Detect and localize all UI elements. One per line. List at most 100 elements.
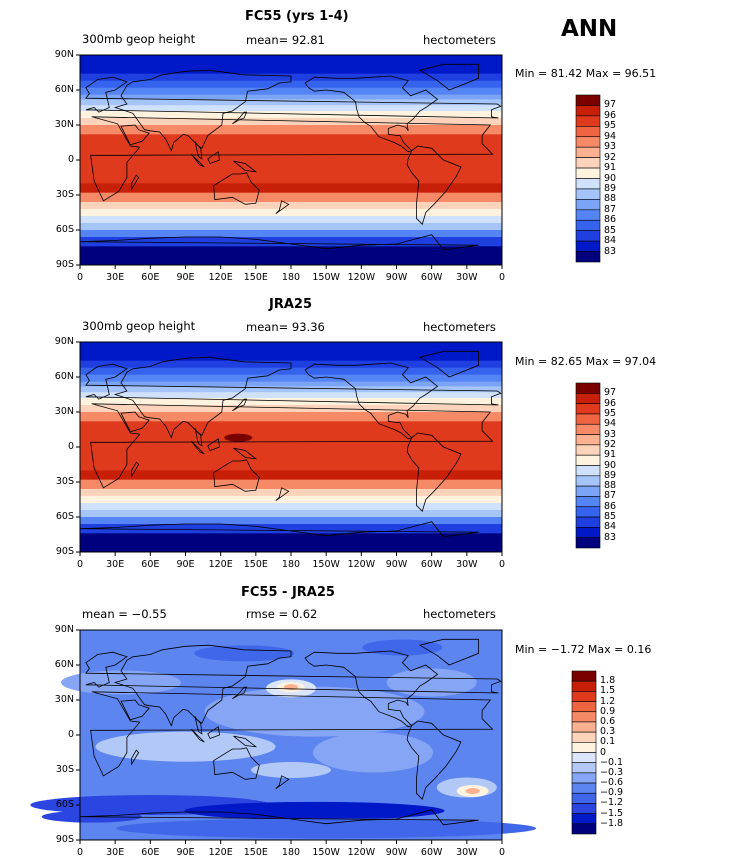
panel-1-lat-label: 60S <box>55 224 74 235</box>
panel-2-colorbar-box <box>575 382 601 394</box>
panel-3-colorbar-box <box>571 813 597 825</box>
panel-1-lat-label: 90S <box>55 259 74 270</box>
panel-2-map-band <box>80 342 502 362</box>
panel-1-lat-label: 0 <box>67 154 74 165</box>
panel-1-map-svg <box>76 54 503 269</box>
panel-3-colorbar-label: 1.2 <box>600 695 616 707</box>
panel-2-map-band <box>80 398 502 406</box>
panel-2-lat-label: 90N <box>54 336 74 347</box>
panel-2-lat-label: 60S <box>55 511 74 522</box>
panel-3-map-coastline <box>113 644 292 727</box>
panel-3-colorbar-box <box>571 691 597 702</box>
panel-1-map-coastline <box>191 153 205 168</box>
panel-2-map-band <box>80 510 502 518</box>
panel-2-map-band <box>80 405 502 413</box>
panel-1-colorbar-box <box>575 94 601 106</box>
panel-1-colorbar-box <box>575 199 601 211</box>
panel-2-colorbar-box <box>575 403 601 415</box>
panel-2-lat-label: 0 <box>67 441 74 452</box>
panel-1-map-band <box>80 87 502 96</box>
panel-3-colorbar-box <box>571 721 597 733</box>
panel-1-colorbar-box <box>575 178 601 190</box>
panel-2-map-coastline <box>194 428 203 447</box>
panel-2-variable-label: 300mb geop height <box>82 319 196 333</box>
panel-3-colorbar-box <box>571 803 597 814</box>
panel-2-map-band <box>80 386 502 393</box>
season-label: ANN <box>561 16 618 42</box>
panel-1-lon-label: 60E <box>141 272 160 283</box>
panel-2-map-band <box>80 412 502 422</box>
panel-1-lon-label: 30W <box>456 272 478 283</box>
panel-3-colorbar-label: 0 <box>600 746 607 758</box>
panel-2-map-coastline <box>131 461 140 478</box>
panel-2-colorbar-label: 91 <box>604 449 617 461</box>
panel-1-lon-label: 0 <box>498 272 506 283</box>
panel-2-lat-label: 30S <box>55 476 74 487</box>
panel-1-colorbar-label: 91 <box>604 162 617 174</box>
panel-2-colorbar-box <box>575 465 601 477</box>
panel-1-colorbar-label: 89 <box>604 182 617 194</box>
panel-2-lon-label: 90E <box>176 559 195 570</box>
panel-2-map-coastline <box>207 438 220 452</box>
panel-3-map-svg <box>30 629 537 844</box>
panel-3-colorbar-svg <box>571 670 597 835</box>
panel-2-map-band <box>80 496 502 504</box>
panel-2-colorbar-label: 89 <box>604 469 617 481</box>
panel-1-colorbar-box <box>575 167 601 179</box>
panel-3-map-contour-region <box>313 732 434 773</box>
panel-2-colorbar-label: 86 <box>604 500 617 512</box>
panel-1-map-coastline <box>79 234 479 251</box>
panel-2-map-coastline <box>406 432 462 512</box>
panel-2-map-warm-pool <box>224 433 253 442</box>
panel-3-rmse-label: rmse = 0.62 <box>246 607 318 621</box>
panel-3-colorbar-label: −0.3 <box>600 766 624 778</box>
panel-3-map-coastline <box>85 651 502 694</box>
panel-1-map-coastline <box>232 111 248 125</box>
panel-3-colorbar-box <box>571 742 597 753</box>
panel-1-colorbar-label: 84 <box>604 235 617 247</box>
panel-3-colorbar-box <box>571 670 597 682</box>
panel-2-lon-label: 120W <box>347 559 376 570</box>
panel-1-colorbar-label: 96 <box>604 109 617 121</box>
panel-2-colorbar-label: 90 <box>604 459 617 471</box>
panel-1-minmax: Min = 81.42 Max = 96.51 <box>515 67 657 80</box>
panel-3-lon-label: 120E <box>208 847 233 858</box>
panel-2-colorbar-box <box>575 423 601 435</box>
panel-1-map-band <box>80 94 502 100</box>
panel-1-map-coastline <box>418 63 480 91</box>
panel-1-lon-label: 150E <box>243 272 268 283</box>
panel-3-lon-label: 0 <box>498 847 506 858</box>
panel-1-lat-label: 30N <box>54 119 74 130</box>
panel-3-lon-label: 120W <box>347 847 376 858</box>
panel-3-colorbar-label: 0.9 <box>600 705 616 717</box>
panel-1-lon-label: 90W <box>385 272 408 283</box>
panel-3-map-coastline <box>194 716 203 735</box>
panel-3-map-coastline <box>275 775 290 790</box>
panel-3-colorbar-box <box>571 680 597 692</box>
panel-3-lon-label: 0 <box>76 847 84 858</box>
panel-1-colorbar-box <box>575 126 601 138</box>
panel-1-colorbar-label: 85 <box>604 224 617 236</box>
panel-3-map-contour-region <box>194 645 295 662</box>
panel-2-map-coastline <box>120 411 150 433</box>
panel-1-map-band <box>80 230 502 238</box>
panel-3-map-contour-region <box>362 639 443 656</box>
panel-3-map-contour-region <box>251 762 331 778</box>
panel-3-colorbar-label: −0.6 <box>600 777 624 789</box>
panel-2-map-coastline <box>304 362 439 440</box>
panel-2-map-band <box>80 479 502 490</box>
panel-1-map-coastline <box>131 174 140 191</box>
panel-1-map-band <box>80 237 502 247</box>
panel-2-colorbar-label: 97 <box>604 387 617 399</box>
panel-3-map-coastline <box>79 809 479 826</box>
panel-2-map-coastline <box>191 440 205 455</box>
panel-3-map-contour-region <box>184 801 445 820</box>
panel-1-colorbar-label: 83 <box>604 245 617 257</box>
panel-2-map-band <box>80 421 502 471</box>
panel-1-colorbar-label: 86 <box>604 214 617 226</box>
panel-3-lat-label: 0 <box>67 729 74 740</box>
panel-2-colorbar-box <box>575 444 601 456</box>
panel-1-colorbar-box <box>575 209 601 221</box>
panel-2-lon-label: 120E <box>208 559 233 570</box>
panel-1-colorbar <box>575 94 601 263</box>
